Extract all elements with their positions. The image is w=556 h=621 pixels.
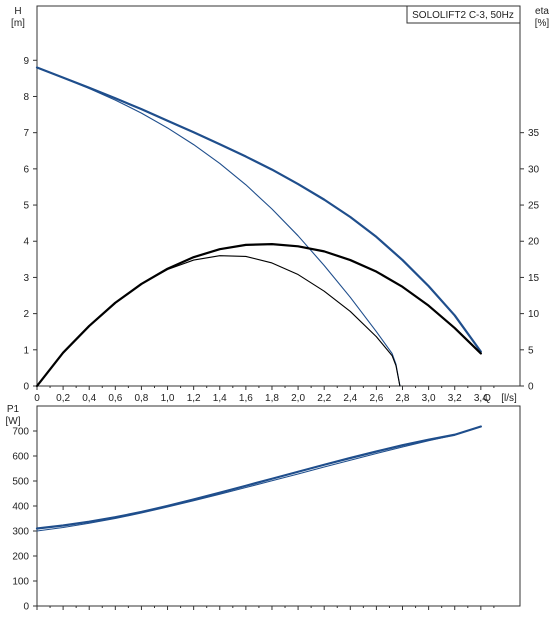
power-axis-unit: [W] [6,416,21,427]
power-curve-0 [35,425,482,530]
head-y-tick-label: 8 [23,92,29,103]
efficiency-y-tick-label: 0 [528,382,534,393]
power-axis-label: P1 [7,404,20,415]
flow-x-tick-label: 2,2 [317,393,331,404]
efficiency-axis-label: eta [535,6,549,17]
head-curve-1 [36,66,401,387]
efficiency-curve-2 [35,243,482,388]
flow-x-tick-label: 1,2 [187,393,201,404]
head-axis-unit: [m] [11,18,25,29]
head-y-tick-label: 4 [23,237,29,248]
flow-x-tick-label: 0,6 [108,393,122,404]
efficiency-y-tick-label: 15 [528,273,540,284]
head-axis-label: H [14,6,21,17]
power-y-tick-label: 100 [12,577,29,588]
flow-x-tick-label: 1,4 [213,393,227,404]
head-y-tick-label: 3 [23,273,29,284]
efficiency-y-tick-label: 5 [528,345,534,356]
flow-x-tick-label: 2,8 [396,393,410,404]
head-y-tick-label: 1 [23,345,29,356]
flow-x-tick-label: 2,4 [343,393,357,404]
flow-x-tick-label: 3,2 [448,393,462,404]
chart-title: SOLOLIFT2 C-3, 50Hz [412,10,514,21]
efficiency-axis-unit: [%] [535,18,550,29]
flow-x-tick-label: 0 [34,393,40,404]
power-y-tick-label: 500 [12,477,29,488]
efficiency-y-tick-label: 20 [528,237,540,248]
flow-x-tick-label: 1,6 [239,393,253,404]
efficiency-y-tick-label: 10 [528,309,540,320]
head-y-tick-label: 6 [23,164,29,175]
power-curve-1 [36,425,482,532]
flow-axis-label: Q [483,393,491,404]
power-y-tick-label: 600 [12,452,29,463]
flow-x-tick-label: 2,6 [369,393,383,404]
power-y-tick-label: 700 [12,427,29,438]
head-y-tick-label: 5 [23,201,29,212]
power-y-tick-label: 400 [12,502,29,513]
flow-x-tick-label: 1,0 [161,393,175,404]
efficiency-y-tick-label: 25 [528,201,540,212]
efficiency-y-tick-label: 30 [528,164,540,175]
flow-x-tick-label: 2,0 [291,393,305,404]
flow-x-tick-label: 0,4 [82,393,96,404]
power-y-tick-label: 0 [23,602,29,613]
efficiency-curve-3 [36,255,401,387]
head-y-tick-label: 2 [23,309,29,320]
efficiency-y-tick-label: 35 [528,128,540,139]
flow-axis-unit: [l/s] [501,393,517,404]
head-y-tick-label: 9 [23,56,29,67]
flow-x-tick-label: 3,4 [474,393,488,404]
chart-title-box [406,5,521,24]
head-y-tick-label: 0 [23,382,29,393]
flow-x-tick-label: 0,8 [134,393,148,404]
head-y-tick-label: 7 [23,128,29,139]
flow-x-tick-label: 1,8 [265,393,279,404]
flow-x-tick-label: 3,0 [422,393,436,404]
power-y-tick-label: 300 [12,527,29,538]
head-plot-frame [36,5,521,387]
flow-x-tick-label: 0,2 [56,393,70,404]
power-y-tick-label: 200 [12,552,29,563]
head-curve-0 [35,66,482,353]
